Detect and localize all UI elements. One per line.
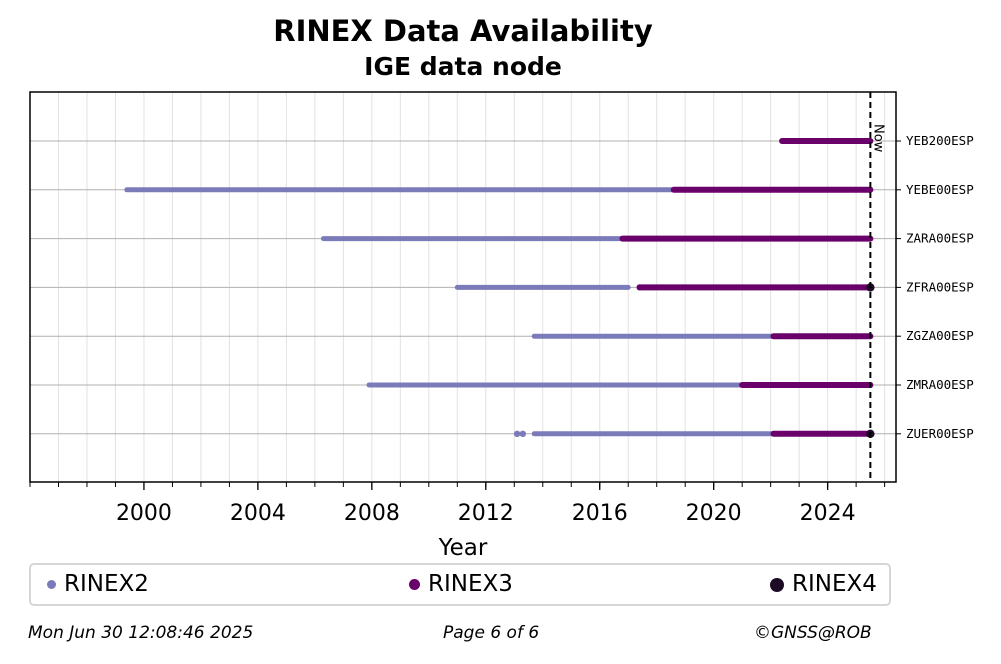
- x-axis: 2000 2004 2008 2012 2016 2020 2024: [29, 482, 886, 526]
- legend-item-rinex3: RINEX3: [409, 571, 513, 597]
- x-tick-label: 2004: [230, 501, 286, 526]
- footer-page: Page 6 of 6: [443, 623, 540, 643]
- station-label: ZGZA00ESP: [906, 328, 974, 343]
- x-tick-label: 2024: [800, 501, 856, 526]
- chart-title: RINEX Data Availability: [273, 14, 653, 48]
- footer-copyright: ©GNSS@ROB: [754, 623, 872, 643]
- point-rinex2: [513, 430, 521, 437]
- legend-label-rinex4: RINEX4: [792, 571, 877, 597]
- x-tick-label: 2016: [572, 501, 628, 526]
- chart-canvas: YEB200ESP YEBE00ESP ZARA00ESP ZFRA00ESP ZGZA…: [29, 91, 974, 560]
- legend-item-rinex2: RINEX2: [47, 571, 149, 597]
- x-axis-label: Year: [438, 535, 488, 560]
- station-label: YEB200ESP: [906, 133, 974, 148]
- data-marks: [124, 138, 875, 438]
- x-tick-label: 2020: [686, 501, 742, 526]
- legend-label-rinex3: RINEX3: [428, 571, 513, 597]
- x-tick-label: 2008: [344, 501, 400, 526]
- legend-dot-rinex4: [770, 577, 784, 592]
- x-tick-label: 2000: [116, 501, 172, 526]
- station-label: ZMRA00ESP: [906, 377, 974, 392]
- chart-subtitle: IGE data node: [364, 52, 562, 81]
- legend-item-rinex4: RINEX4: [770, 571, 877, 597]
- station-label: ZFRA00ESP: [906, 279, 974, 294]
- station-label: ZUER00ESP: [906, 426, 974, 441]
- plot-frame: [29, 91, 897, 483]
- legend-dot-rinex2: [47, 580, 56, 589]
- station-label: ZARA00ESP: [906, 231, 974, 246]
- x-tick-label: 2012: [458, 501, 514, 526]
- footer-date: Mon Jun 30 12:08:46 2025: [28, 623, 254, 643]
- legend-label-rinex2: RINEX2: [64, 571, 149, 597]
- legend-dot-rinex3: [409, 579, 420, 590]
- point-rinex2: [519, 430, 527, 437]
- station-label: YEBE00ESP: [906, 182, 974, 197]
- legend: RINEX2 RINEX3 RINEX4: [29, 563, 891, 606]
- now-label: Now: [870, 124, 885, 153]
